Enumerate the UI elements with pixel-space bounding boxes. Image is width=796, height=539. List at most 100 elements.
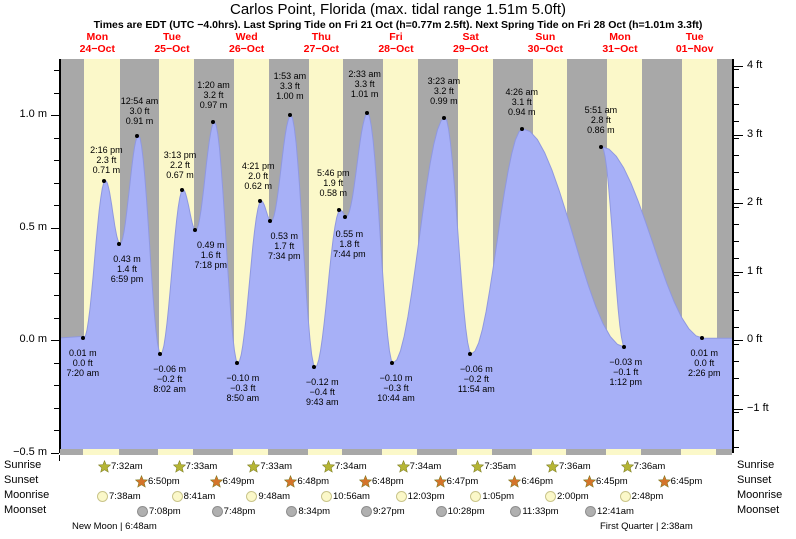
day-weekday: Tue: [685, 31, 704, 43]
star-icon: [471, 460, 485, 473]
tide-time: 8:50 am: [226, 392, 260, 403]
sunrise-cell-time: 7:34am: [409, 461, 442, 472]
axis-label-left-3: −0.5 m: [13, 446, 47, 458]
day-date: 25−Oct: [154, 43, 190, 55]
day-weekday: Thu: [311, 31, 331, 43]
tide-label-high-13: 5:46 pm 1.9 ft 0.58 m: [317, 168, 350, 198]
moonset-cell-icon: [360, 505, 373, 518]
tide-height-m: 0.55 m: [335, 228, 364, 239]
moonrise-cell-time: 2:00pm: [557, 491, 589, 502]
tide-height-m: 0.62 m: [244, 180, 272, 191]
axis-tick-left: [54, 430, 59, 432]
axis-tick-right: [734, 378, 739, 380]
axis-label-right-3: 1 ft: [747, 264, 763, 277]
star-icon: [583, 475, 596, 488]
tide-time: 9:43 am: [305, 397, 339, 408]
moonset-cell-icon: [584, 505, 597, 518]
day-header-7: Mon 31−Oct: [583, 31, 658, 55]
star-icon: [546, 460, 559, 473]
footer-daylight-band-5: [456, 449, 492, 455]
axis-tick-right-major: [734, 134, 743, 136]
sunrise-cell-icon: [322, 460, 335, 473]
footer-row-label-sunset-r: Sunset: [737, 474, 772, 486]
star-icon: [98, 460, 111, 473]
moonrise-cell-time: 2:48pm: [631, 491, 664, 502]
axis-tick-left: [54, 317, 59, 319]
axis-line: [732, 59, 733, 453]
sunset-cell-time: 6:46pm: [521, 476, 554, 487]
sunrise-cell-icon: [471, 460, 485, 473]
star-icon: [172, 460, 186, 473]
sunset-cell-icon: [508, 475, 522, 488]
sunrise-cell-time: 7:36am: [633, 461, 666, 472]
moonset-cell-time: 8:34pm: [298, 506, 331, 517]
tide-height-m: 0.71 m: [92, 164, 121, 175]
axis-tick-right: [734, 309, 739, 311]
footer-row-label-sunrise-l: Sunrise: [4, 459, 42, 471]
axis-tick-left: [54, 362, 59, 364]
axis-tick-right: [734, 206, 739, 208]
tide-point-1: [102, 178, 107, 183]
star-icon: [247, 460, 261, 473]
tide-label-high-15: 2:33 am 3.3 ft 1.01 m: [348, 69, 381, 99]
axis-tick-right-major: [734, 203, 743, 205]
axis-tick-right: [734, 258, 739, 260]
axis-tick-left: [54, 385, 59, 387]
tide-height-ft: 2.0 ft: [248, 170, 269, 181]
axis-tick-left-major: [51, 340, 59, 342]
footer-daylight-band-8: [680, 449, 716, 455]
axis-tick-right: [734, 395, 739, 397]
axis-tick-left: [54, 272, 59, 274]
star-icon: [135, 475, 148, 488]
moon-circle-icon: [510, 506, 522, 517]
tide-time: 5:51 am: [584, 104, 618, 115]
tide-height-m: 0.43 m: [113, 253, 141, 264]
sunrise-cell-time: 7:34am: [335, 461, 367, 472]
sunset-cell-icon: [359, 475, 372, 488]
axis-tick-right: [734, 120, 739, 122]
moonrise-cell-icon: [544, 490, 557, 503]
moonrise-cell-icon: [245, 490, 258, 503]
day-date: 27−Oct: [303, 43, 339, 55]
day-weekday: Mon: [86, 31, 109, 43]
footer-band-strip: [60, 449, 732, 455]
tide-label-high-1: 2:16 pm 2.3 ft 0.71 m: [90, 145, 123, 175]
tide-label-high-11: 1:53 am 3.3 ft 1.00 m: [274, 71, 307, 101]
tide-height-ft: −0.3 ft: [230, 382, 256, 393]
moon-circle-icon: [321, 491, 332, 502]
sunset-cell-time: 6:49pm: [222, 476, 255, 487]
moon-phase-0: New Moon | 6:48am: [72, 521, 157, 532]
star-icon: [620, 460, 634, 473]
sunrise-cell-icon: [546, 460, 559, 473]
day-header-6: Sun 30−Oct: [508, 31, 583, 55]
day-date: 31−Oct: [602, 43, 638, 55]
moon-circle-icon: [545, 491, 556, 502]
day-header-4: Fri 28−Oct: [359, 31, 434, 55]
tide-label-low-20: −0.03 m −0.1 ft 1:12 pm: [609, 357, 642, 387]
tide-label-high-3: 12:54 am 3.0 ft 0.91 m: [121, 96, 159, 126]
tide-height-m: 0.91 m: [125, 115, 154, 126]
tide-height-m: −0.10 m: [226, 372, 260, 383]
day-date: 29−Oct: [452, 43, 489, 55]
axis-tick-left: [54, 250, 59, 252]
star-icon: [284, 475, 298, 488]
sunrise-cell-time: 7:35am: [484, 461, 517, 472]
moon-phase-1: First Quarter | 2:38am: [600, 521, 693, 532]
tide-point-17: [441, 115, 446, 120]
day-date: 30−Oct: [527, 43, 563, 55]
tide-height-m: 0.86 m: [587, 124, 615, 135]
tide-point-8: [234, 360, 239, 365]
sunrise-cell-icon: [396, 460, 410, 473]
footer-daylight-band-7: [606, 449, 641, 455]
sunset-cell-time: 6:45pm: [596, 476, 628, 487]
footer-row-label-sunset-l: Sunset: [4, 474, 39, 486]
sunrise-cell-time: 7:33am: [260, 461, 293, 472]
tide-label-high-7: 1:20 am 3.2 ft 0.97 m: [197, 80, 230, 110]
sunset-cell-icon: [657, 475, 671, 488]
axis-tick-right: [734, 343, 739, 345]
star-icon: [508, 475, 522, 488]
sunrise-cell-time: 7:36am: [559, 461, 591, 472]
tide-height-m: −0.12 m: [305, 377, 339, 388]
tide-height-ft: 0.0 ft: [72, 358, 93, 369]
tide-height-ft: 3.2 ft: [433, 85, 454, 96]
